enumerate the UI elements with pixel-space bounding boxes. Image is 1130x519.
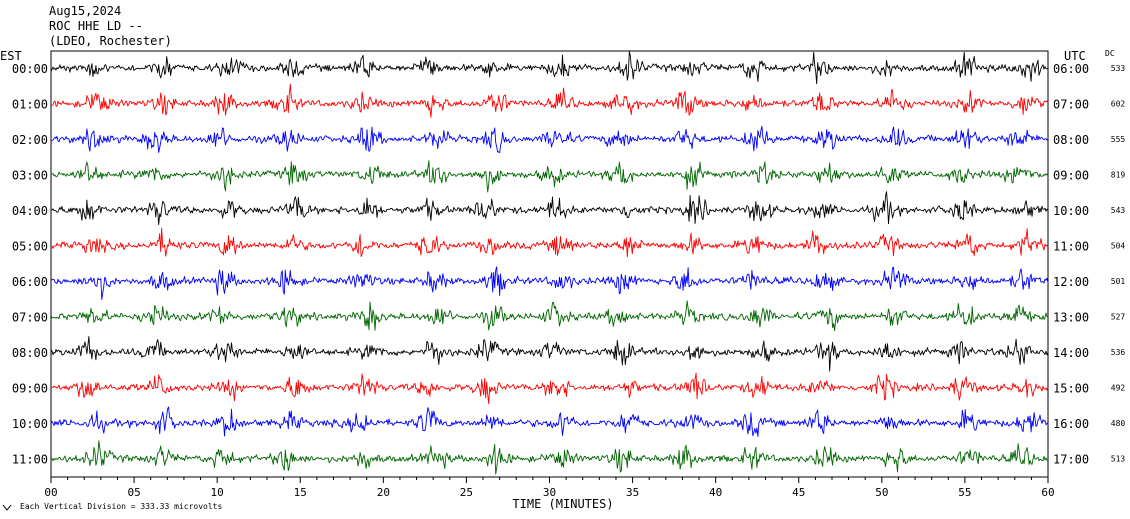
- x-tick-label: 20: [377, 486, 390, 499]
- trace-line-0800: [50, 336, 1049, 372]
- utc-label: 07:00: [1053, 98, 1089, 112]
- utc-label: 17:00: [1053, 453, 1089, 467]
- trace-line-0900: [50, 372, 1049, 405]
- scale-note: Each Vertical Division = 333.33 microvol…: [20, 502, 222, 511]
- x-tick-label: 10: [211, 486, 224, 499]
- dc-value: 492: [1111, 384, 1126, 393]
- dc-header: DC: [1105, 49, 1115, 58]
- utc-label: 13:00: [1053, 311, 1089, 325]
- dc-value: 543: [1111, 206, 1126, 215]
- dc-value: 480: [1111, 419, 1126, 428]
- x-axis-title: TIME (MINUTES): [512, 497, 613, 511]
- utc-label: 08:00: [1053, 133, 1089, 147]
- x-tick-label: 55: [958, 486, 971, 499]
- est-label: 03:00: [12, 169, 48, 183]
- est-label: 07:00: [12, 311, 48, 325]
- dc-value: 533: [1111, 64, 1126, 73]
- est-label: 01:00: [12, 98, 48, 112]
- date-label: Aug15,2024: [49, 4, 121, 18]
- dc-value: 513: [1111, 455, 1126, 464]
- trace-line-0700: [50, 300, 1049, 332]
- dc-value: 504: [1111, 242, 1126, 251]
- x-tick-label: 40: [709, 486, 722, 499]
- x-tick-label: 35: [626, 486, 639, 499]
- x-tick-label: 00: [44, 486, 57, 499]
- station-label: ROC HHE LD --: [49, 19, 143, 33]
- x-tick-label: 15: [294, 486, 307, 499]
- utc-label: 10:00: [1053, 204, 1089, 218]
- utc-label: 15:00: [1053, 382, 1089, 396]
- right-timezone-label: UTC: [1064, 49, 1086, 63]
- est-label: 00:00: [12, 62, 48, 76]
- est-label: 04:00: [12, 204, 48, 218]
- logo-icon: [2, 504, 12, 511]
- est-label: 11:00: [12, 453, 48, 467]
- est-label: 10:00: [12, 417, 48, 431]
- dc-value: 555: [1111, 135, 1126, 144]
- utc-label: 14:00: [1053, 346, 1089, 360]
- x-tick-label: 05: [127, 486, 140, 499]
- trace-line-0100: [50, 83, 1049, 118]
- utc-label: 06:00: [1053, 62, 1089, 76]
- x-tick-label: 25: [460, 486, 473, 499]
- dc-value: 501: [1111, 277, 1126, 286]
- utc-label: 16:00: [1053, 417, 1089, 431]
- trace-line-1000: [50, 406, 1049, 438]
- x-tick-label: 30: [543, 486, 556, 499]
- trace-line-0300: [50, 160, 1049, 193]
- utc-label: 11:00: [1053, 240, 1089, 254]
- x-tick-label: 60: [1041, 486, 1054, 499]
- network-label: (LDEO, Rochester): [49, 34, 172, 48]
- est-label: 02:00: [12, 133, 48, 147]
- x-tick-label: 50: [875, 486, 888, 499]
- trace-line-1100: [50, 440, 1049, 475]
- utc-label: 12:00: [1053, 275, 1089, 289]
- trace-line-0500: [51, 227, 1049, 258]
- trace-line-0600: [50, 266, 1049, 300]
- est-label: 05:00: [12, 240, 48, 254]
- trace-line-0000: [50, 51, 1049, 85]
- plot-frame: [50, 50, 1049, 478]
- est-label: 08:00: [12, 346, 48, 360]
- est-label: 06:00: [12, 275, 48, 289]
- dc-value: 602: [1111, 100, 1126, 109]
- left-timezone-label: EST: [0, 49, 22, 63]
- dc-value: 527: [1111, 313, 1126, 322]
- trace-line-0200: [50, 125, 1049, 154]
- x-tick-label: 45: [792, 486, 805, 499]
- dc-value: 819: [1111, 171, 1126, 180]
- trace-line-0400: [50, 191, 1049, 226]
- est-label: 09:00: [12, 382, 48, 396]
- dc-value: 536: [1111, 348, 1126, 357]
- utc-label: 09:00: [1053, 169, 1089, 183]
